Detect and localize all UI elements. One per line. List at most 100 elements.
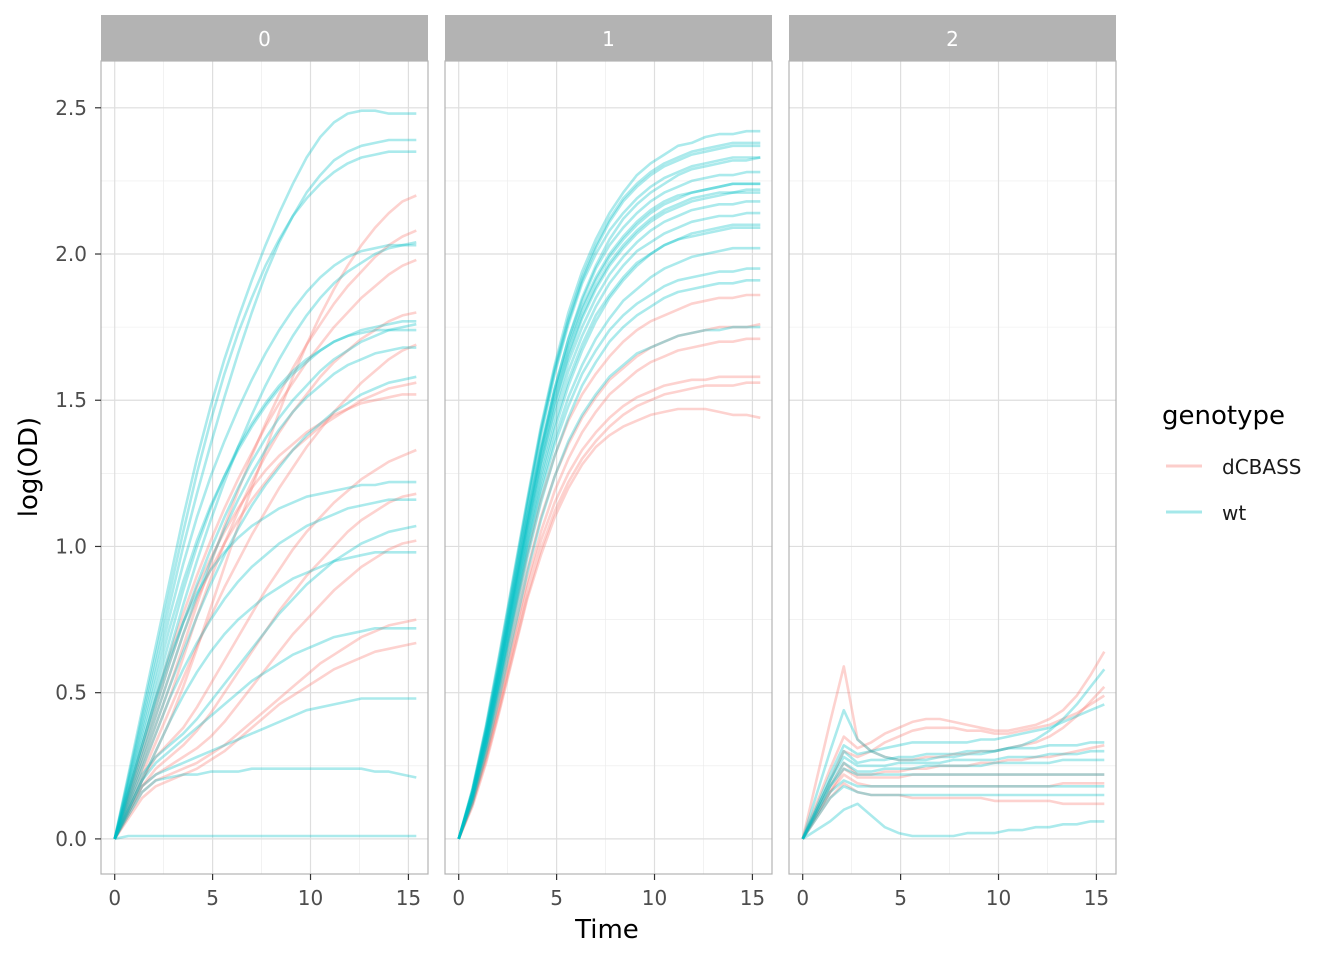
series-line-wt bbox=[113, 243, 417, 840]
series-line-dcbass bbox=[113, 229, 417, 840]
facet-strip bbox=[101, 15, 428, 61]
series-line-wt bbox=[457, 226, 761, 840]
x-tick-label: 5 bbox=[550, 886, 563, 910]
x-tick-label: 5 bbox=[894, 886, 907, 910]
y-tick-label: 2.0 bbox=[55, 242, 87, 266]
series-line-wt bbox=[457, 200, 761, 840]
series-line-dcbass bbox=[113, 258, 417, 840]
y-tick-label: 1.5 bbox=[55, 388, 87, 412]
y-tick-label: 1.0 bbox=[55, 534, 87, 558]
series-line-wt bbox=[113, 498, 417, 840]
series-line-wt bbox=[113, 138, 417, 840]
series-line-wt bbox=[457, 267, 761, 840]
facet-strip-label: 1 bbox=[602, 27, 615, 51]
series-line-wt bbox=[801, 758, 1105, 840]
series-line-dcbass bbox=[113, 343, 417, 840]
series-line-dcbass bbox=[801, 781, 1105, 840]
facet-panel-0: 0 0 5 10 15 bbox=[100, 15, 429, 910]
series-line-wt bbox=[801, 779, 1105, 840]
x-axis-title: Time bbox=[574, 915, 639, 945]
series-line-wt bbox=[801, 749, 1105, 840]
series-line-wt bbox=[113, 767, 417, 840]
panel-border bbox=[788, 60, 1117, 875]
legend-label-wt: wt bbox=[1222, 501, 1246, 525]
series-line-dcbass bbox=[113, 492, 417, 840]
series-line-dcbass bbox=[113, 618, 417, 840]
series-line-wt bbox=[457, 129, 761, 840]
series-line-wt bbox=[801, 802, 1105, 840]
x-tick-label: 15 bbox=[740, 886, 765, 910]
panel-background bbox=[101, 61, 428, 874]
series-line-wt bbox=[113, 109, 417, 840]
y-tick-label: 2.5 bbox=[55, 96, 87, 120]
series-line-wt bbox=[457, 182, 761, 840]
series-line-wt bbox=[457, 188, 761, 840]
legend-title: genotype bbox=[1162, 401, 1285, 431]
legend: genotype dCBASS wt bbox=[1162, 401, 1301, 525]
series-line-dcbass bbox=[113, 311, 417, 840]
series-line-dcbass bbox=[801, 694, 1105, 840]
series-line-dcbass bbox=[801, 665, 1106, 840]
series-line-wt bbox=[457, 191, 761, 840]
series-line-dcbass bbox=[801, 651, 1106, 840]
x-tick-label: 0 bbox=[108, 886, 121, 910]
series-line-dcbass bbox=[113, 448, 417, 840]
series-line-wt bbox=[113, 480, 417, 840]
series-line-dcbass bbox=[113, 641, 417, 840]
series-line-wt bbox=[457, 246, 761, 840]
series-line-dcbass bbox=[113, 393, 417, 840]
series-line-wt bbox=[113, 550, 417, 840]
series-line-wt bbox=[801, 741, 1105, 840]
series-line-dcbass bbox=[457, 381, 761, 840]
series-line-wt bbox=[113, 322, 417, 840]
series-line-wt bbox=[113, 319, 417, 840]
series-line-wt bbox=[457, 223, 761, 840]
series-line-wt bbox=[113, 375, 417, 840]
series-line-wt bbox=[114, 834, 417, 841]
facet-strip bbox=[445, 15, 772, 61]
series-line-dcbass bbox=[801, 744, 1105, 840]
legend-label-dcbass: dCBASS bbox=[1222, 455, 1301, 479]
series-line-wt bbox=[457, 144, 761, 840]
series-line-wt bbox=[113, 328, 417, 840]
x-tick-label: 10 bbox=[986, 886, 1011, 910]
y-tick-label: 0.0 bbox=[55, 827, 87, 851]
series-line-wt bbox=[457, 156, 761, 840]
series-line-wt bbox=[113, 150, 417, 840]
series-line-dcbass bbox=[457, 375, 761, 840]
series-line-wt bbox=[113, 697, 417, 840]
panel-border bbox=[100, 60, 429, 875]
panel-background bbox=[789, 61, 1116, 874]
series-line-wt bbox=[457, 170, 761, 840]
series-line-wt bbox=[457, 325, 761, 840]
series-line-wt bbox=[801, 767, 1105, 840]
panel-border bbox=[444, 60, 773, 875]
series-line-dcbass bbox=[457, 407, 761, 840]
series-line-wt bbox=[801, 703, 1105, 840]
series-line-wt bbox=[801, 668, 1106, 840]
facet-panel-2: 2 0 5 10 15 bbox=[788, 15, 1117, 910]
y-axis-title: log(OD) bbox=[14, 417, 44, 517]
x-tick-label: 5 bbox=[206, 886, 219, 910]
series-line-dcbass bbox=[457, 322, 761, 840]
series-line-wt bbox=[457, 211, 761, 840]
facet-panel-1: 10 5 10 15 bbox=[444, 15, 773, 910]
series-line-dcbass bbox=[457, 337, 761, 840]
series-line-dcbass bbox=[801, 773, 1105, 840]
series-line-dcbass bbox=[113, 381, 417, 840]
y-tick-label: 0.5 bbox=[55, 681, 87, 705]
series-line-wt bbox=[457, 278, 761, 840]
series-line-wt bbox=[113, 241, 417, 840]
x-tick-label: 10 bbox=[298, 886, 323, 910]
x-tick-label: 15 bbox=[1084, 886, 1109, 910]
facet-strip-label: 2 bbox=[946, 27, 959, 51]
facet-strip bbox=[789, 15, 1116, 61]
series-line-wt bbox=[457, 156, 761, 840]
series-line-dcbass bbox=[113, 539, 417, 840]
series-line-wt bbox=[801, 784, 1105, 840]
series-line-dcbass bbox=[113, 194, 417, 840]
series-line-wt bbox=[457, 141, 761, 840]
series-line-dcbass bbox=[457, 293, 761, 840]
